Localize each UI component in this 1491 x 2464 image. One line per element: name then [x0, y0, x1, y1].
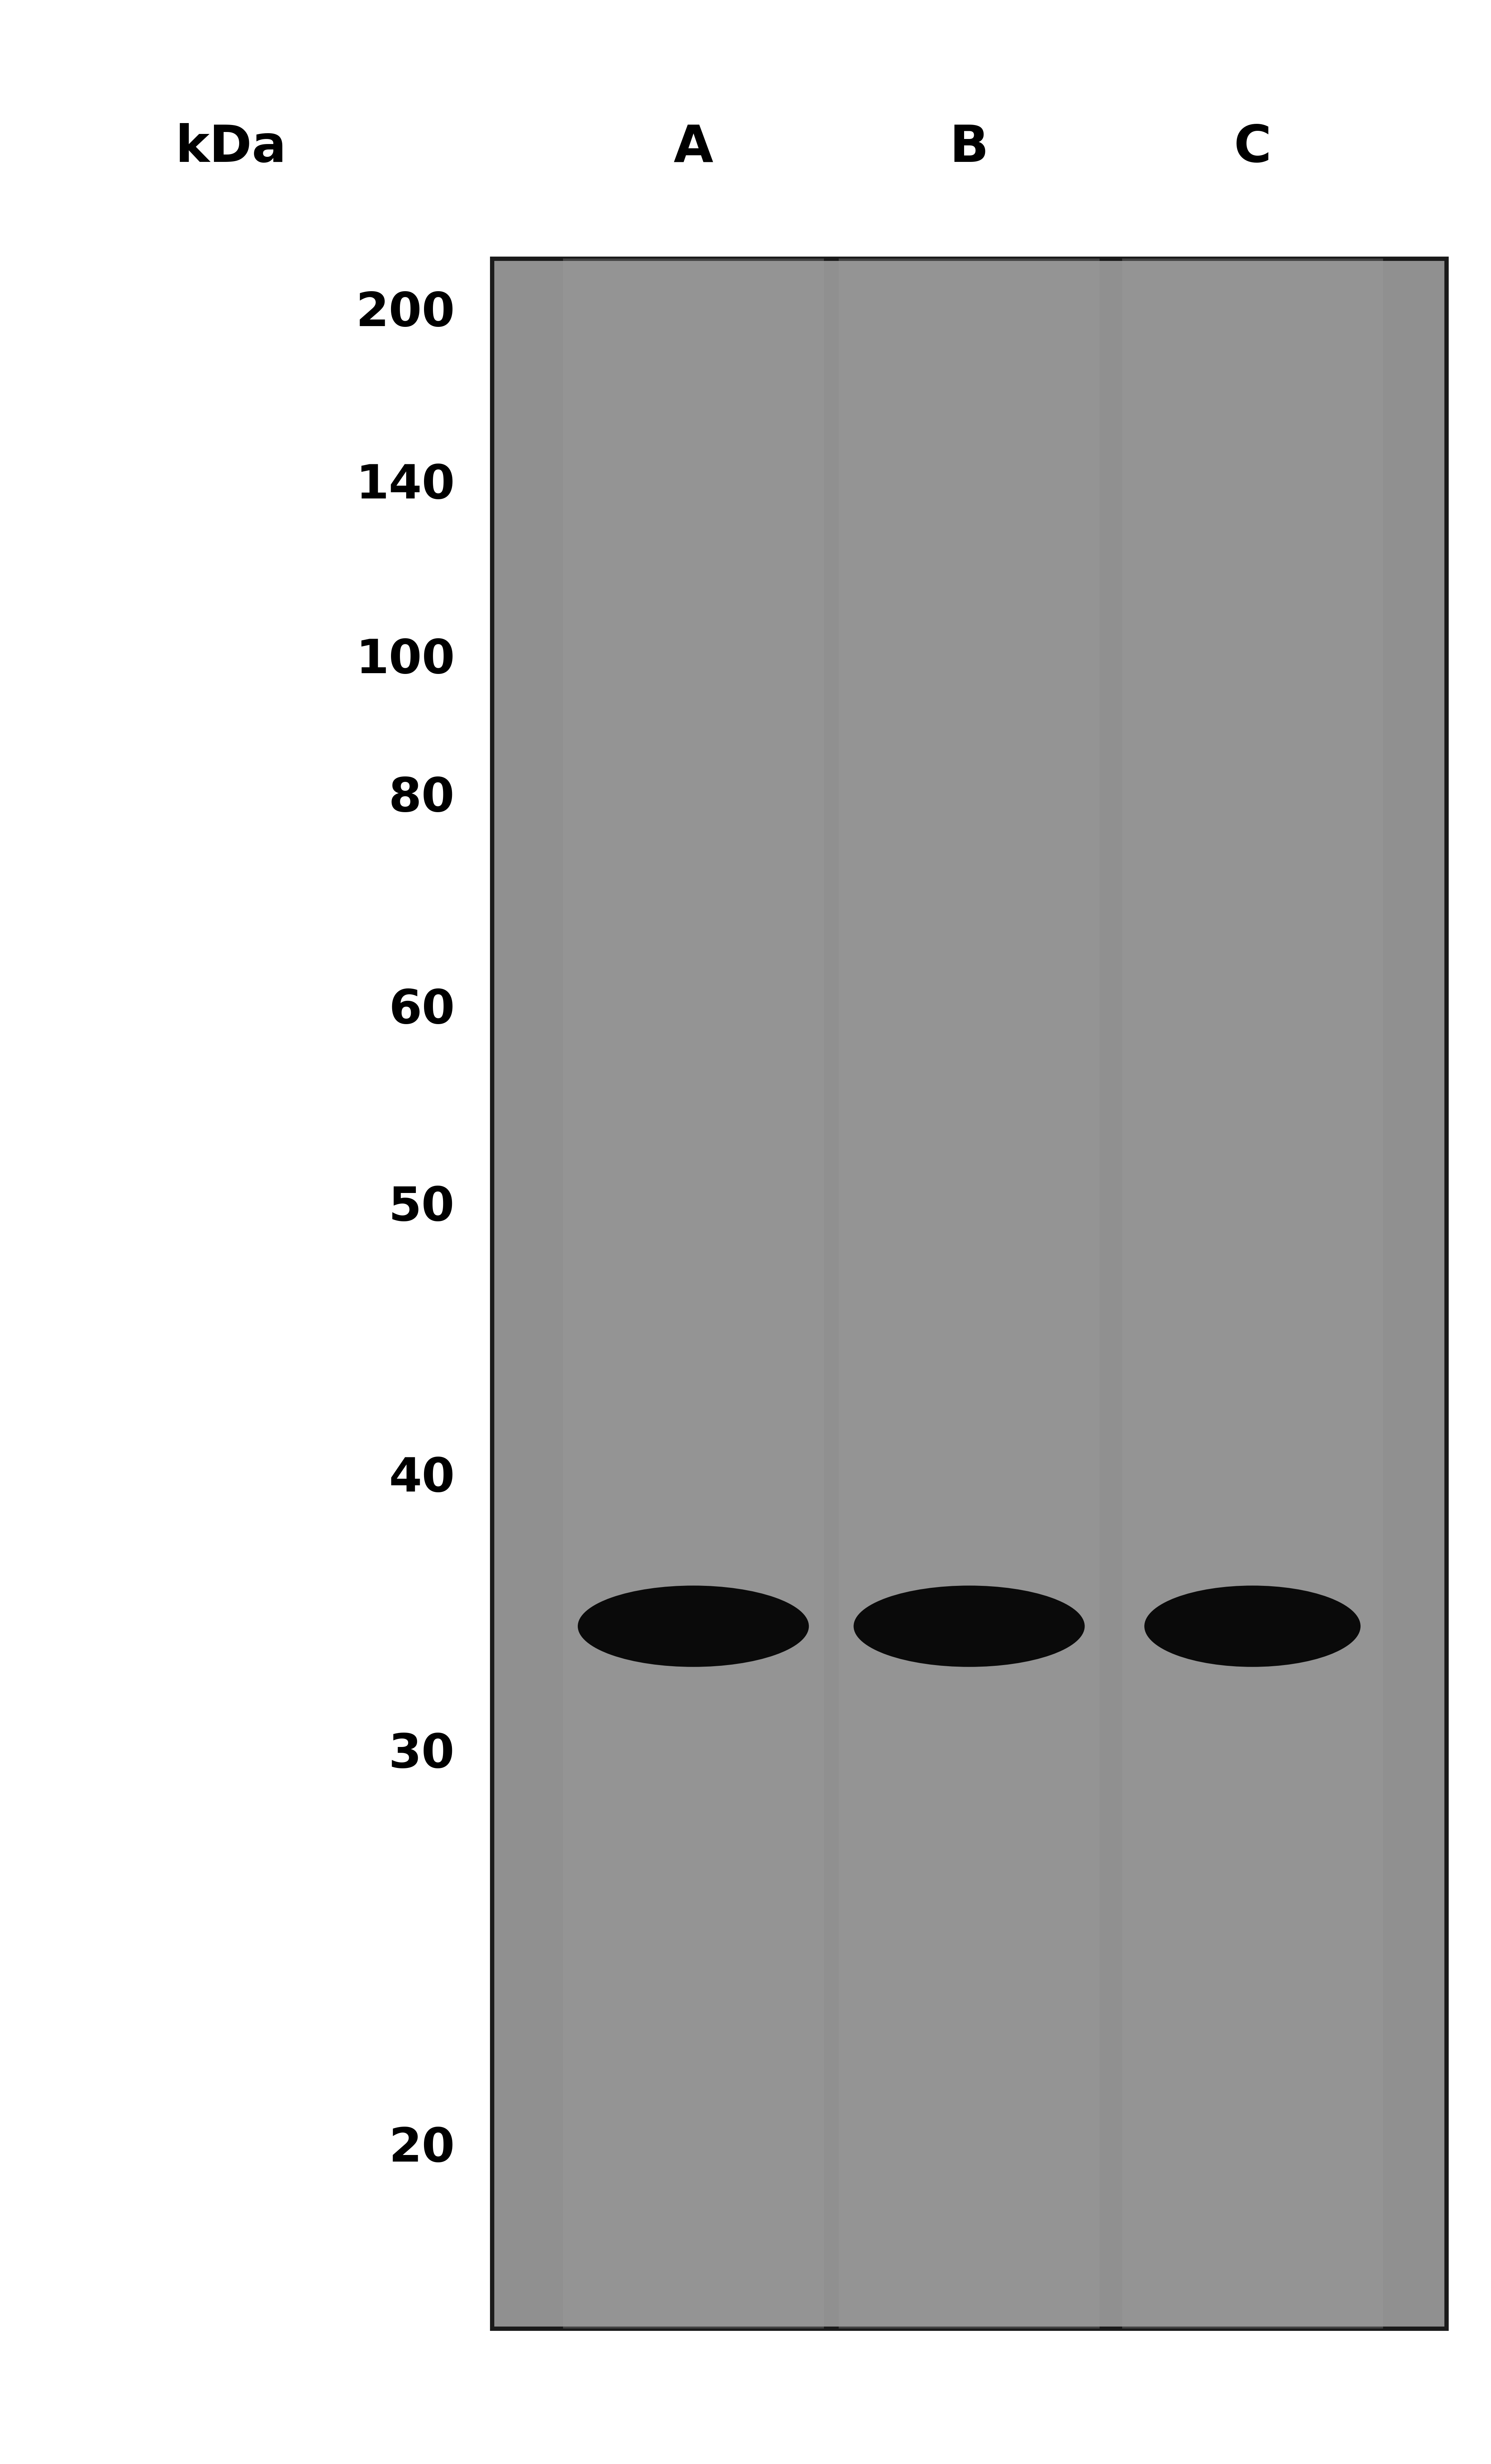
Ellipse shape — [579, 1587, 810, 1666]
Text: A: A — [674, 123, 713, 172]
Text: 20: 20 — [389, 2126, 455, 2171]
Text: 30: 30 — [389, 1732, 455, 1777]
Text: 140: 140 — [356, 463, 455, 508]
Text: C: C — [1233, 123, 1272, 172]
Text: 40: 40 — [389, 1456, 455, 1501]
Bar — [492, 259, 1446, 2328]
Text: 200: 200 — [356, 291, 455, 335]
Text: B: B — [950, 123, 989, 172]
Text: 50: 50 — [389, 1185, 455, 1230]
Text: kDa: kDa — [176, 123, 286, 172]
Bar — [1121, 259, 1384, 2328]
Bar — [838, 259, 1100, 2328]
Ellipse shape — [853, 1587, 1084, 1666]
Text: 100: 100 — [355, 638, 455, 683]
Text: 80: 80 — [389, 776, 455, 821]
Bar — [564, 259, 823, 2328]
Ellipse shape — [1145, 1587, 1360, 1666]
Text: 60: 60 — [389, 988, 455, 1032]
